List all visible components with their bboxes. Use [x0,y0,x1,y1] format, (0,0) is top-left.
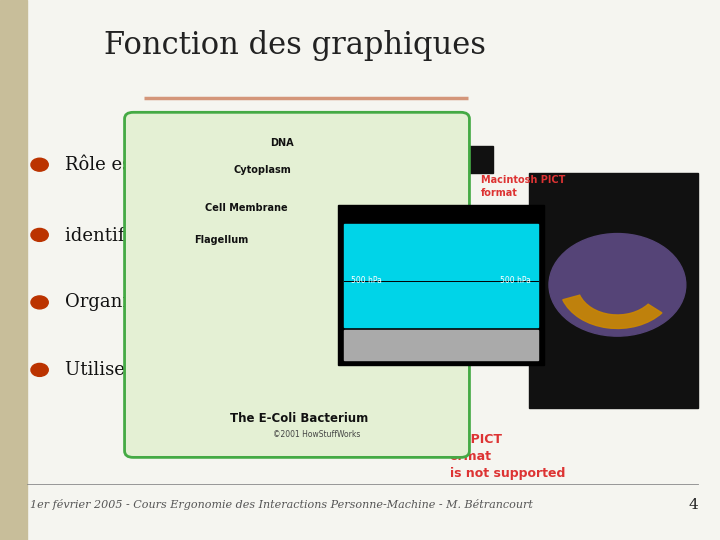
Circle shape [549,233,686,336]
Text: Organiser: Organiser [65,293,156,312]
Circle shape [31,228,48,241]
Bar [344,330,538,360]
Circle shape [31,158,48,171]
Text: 500 hPa: 500 hPa [351,276,382,285]
Wedge shape [563,295,662,328]
Text: Cell Membrane: Cell Membrane [205,203,288,213]
Text: sh PICT
ormat
is not supported: sh PICT ormat is not supported [450,433,565,480]
Text: 1er février 2005 - Cours Ergonomie des Interactions Personne-Machine - M. Bétran: 1er février 2005 - Cours Ergonomie des I… [30,500,533,510]
Text: Flagellum: Flagellum [194,235,248,245]
Text: Rôle esthétique, attractif et motivant: Rôle esthétique, attractif et motivant [65,155,404,174]
Bar [466,146,493,173]
Text: Cytoplasm: Cytoplasm [234,165,292,175]
Text: 500 hPa: 500 hPa [500,276,531,285]
Bar [0,0,27,540]
FancyBboxPatch shape [125,112,469,457]
Bar [529,173,698,408]
Bar [338,205,544,364]
Text: ©2001 HowStuffWorks: ©2001 HowStuffWorks [273,430,361,439]
Text: lucose: lucose [500,222,528,231]
Text: 3: 3 [459,343,466,353]
Text: The E-Coli Bacterium: The E-Coli Bacterium [230,412,368,425]
Text: 4: 4 [688,498,698,512]
Text: Utiliser l’espace: Utiliser l’espace [65,361,214,379]
Text: DNA: DNA [270,138,294,148]
Text: Macintosh PICT
format: Macintosh PICT format [481,175,565,198]
Bar [344,224,538,327]
Text: Fonction des graphiques: Fonction des graphiques [104,30,487,62]
Circle shape [31,363,48,376]
Text: identifier un objet, un scène: identifier un objet, un scène [65,225,323,245]
Circle shape [31,296,48,309]
